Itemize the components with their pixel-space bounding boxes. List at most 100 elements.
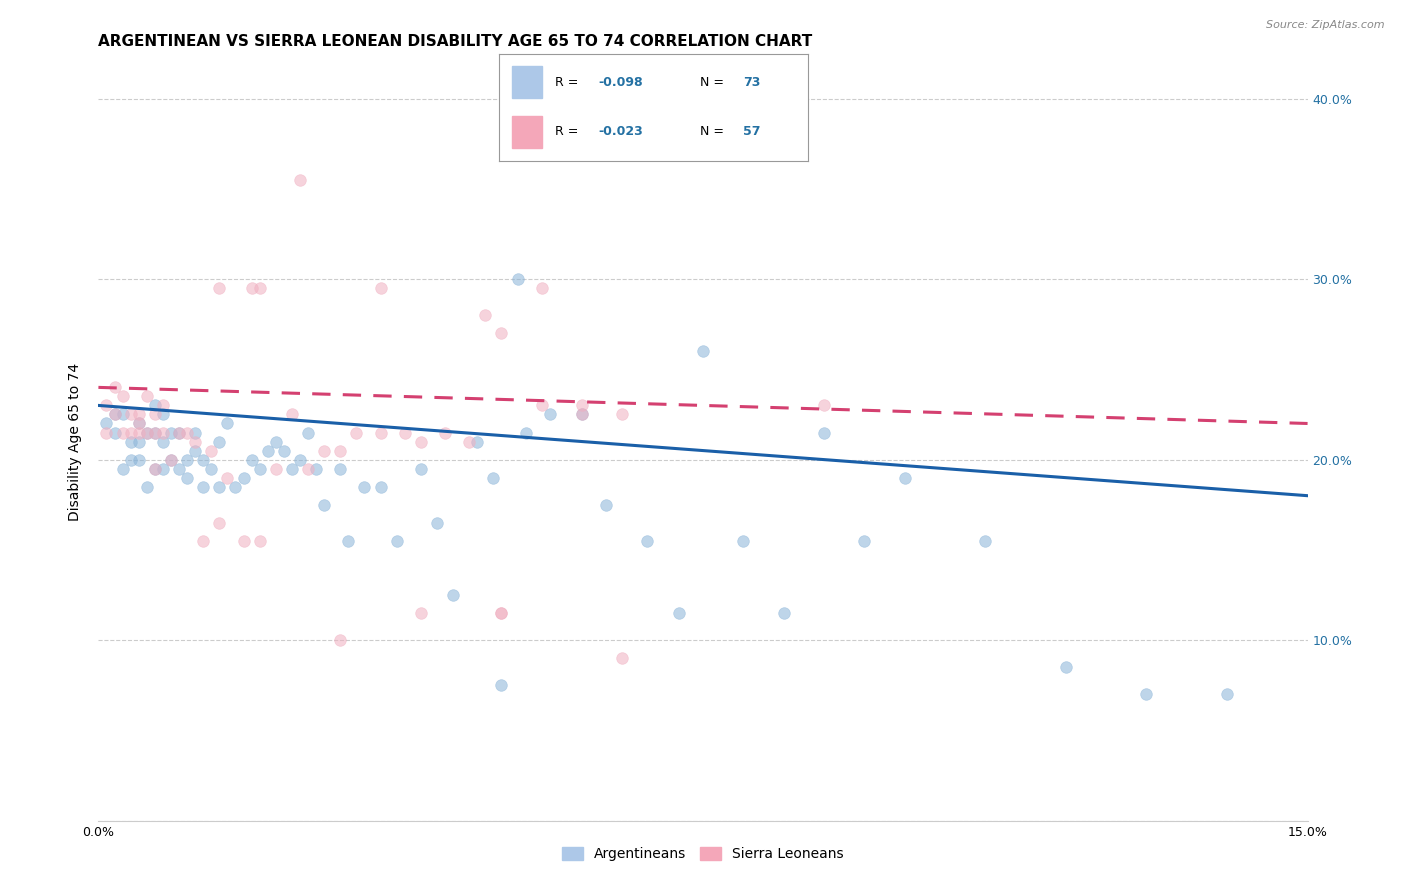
Point bbox=[385, 533, 408, 548]
Text: N =: N = bbox=[700, 125, 728, 138]
Point bbox=[281, 461, 304, 475]
Point bbox=[120, 425, 142, 440]
Legend: Argentineans, Sierra Leoneans: Argentineans, Sierra Leoneans bbox=[557, 842, 849, 867]
Point bbox=[249, 281, 271, 295]
Point bbox=[612, 651, 634, 665]
Point bbox=[120, 434, 142, 449]
Point bbox=[111, 389, 134, 403]
Point bbox=[176, 452, 198, 467]
Point bbox=[314, 498, 336, 512]
Point bbox=[530, 399, 553, 413]
Point bbox=[152, 434, 174, 449]
Point bbox=[143, 399, 166, 413]
Text: N =: N = bbox=[700, 76, 728, 89]
Point bbox=[1216, 687, 1239, 701]
Point bbox=[434, 425, 457, 440]
Point bbox=[394, 425, 416, 440]
Point bbox=[135, 389, 157, 403]
Point bbox=[281, 408, 304, 422]
Point bbox=[813, 425, 835, 440]
Point bbox=[733, 533, 755, 548]
Point bbox=[96, 425, 118, 440]
Point bbox=[167, 425, 190, 440]
Point bbox=[264, 461, 287, 475]
Point bbox=[314, 443, 336, 458]
Point bbox=[193, 533, 215, 548]
Point bbox=[143, 425, 166, 440]
Point bbox=[370, 480, 392, 494]
Point bbox=[692, 344, 714, 359]
Point bbox=[288, 452, 311, 467]
Point bbox=[143, 425, 166, 440]
Point bbox=[491, 326, 513, 341]
Point bbox=[329, 633, 352, 648]
Point bbox=[217, 470, 239, 484]
Text: ARGENTINEAN VS SIERRA LEONEAN DISABILITY AGE 65 TO 74 CORRELATION CHART: ARGENTINEAN VS SIERRA LEONEAN DISABILITY… bbox=[98, 34, 813, 49]
Point bbox=[491, 678, 513, 692]
Point bbox=[893, 470, 915, 484]
Point bbox=[96, 417, 118, 431]
Point bbox=[240, 281, 263, 295]
Point bbox=[240, 452, 263, 467]
Point bbox=[193, 452, 215, 467]
Point bbox=[344, 425, 367, 440]
Point bbox=[305, 461, 328, 475]
Point bbox=[200, 443, 222, 458]
Point bbox=[772, 606, 794, 620]
Point bbox=[103, 425, 125, 440]
Text: 73: 73 bbox=[744, 76, 761, 89]
Point bbox=[167, 425, 190, 440]
Point bbox=[152, 461, 174, 475]
Point bbox=[249, 533, 271, 548]
Point bbox=[297, 425, 319, 440]
Point bbox=[135, 425, 157, 440]
Bar bbox=[512, 66, 543, 98]
Point bbox=[111, 408, 134, 422]
Point bbox=[1135, 687, 1157, 701]
Point bbox=[482, 470, 505, 484]
Point bbox=[232, 533, 254, 548]
Point bbox=[506, 272, 529, 286]
Point bbox=[571, 408, 593, 422]
Point bbox=[329, 443, 352, 458]
Point bbox=[370, 281, 392, 295]
Point bbox=[120, 408, 142, 422]
Bar bbox=[512, 116, 543, 148]
Point bbox=[208, 434, 231, 449]
Point bbox=[176, 470, 198, 484]
Point bbox=[120, 452, 142, 467]
Point bbox=[143, 461, 166, 475]
Point bbox=[337, 533, 360, 548]
Point bbox=[208, 281, 231, 295]
Point bbox=[538, 408, 561, 422]
Point bbox=[128, 408, 150, 422]
Point bbox=[668, 606, 690, 620]
Point bbox=[128, 417, 150, 431]
Point bbox=[160, 452, 183, 467]
Point bbox=[176, 425, 198, 440]
Point bbox=[595, 498, 617, 512]
Point bbox=[128, 425, 150, 440]
Point bbox=[208, 480, 231, 494]
Point bbox=[128, 434, 150, 449]
Point bbox=[217, 417, 239, 431]
Point bbox=[974, 533, 997, 548]
Point bbox=[353, 480, 375, 494]
Point bbox=[167, 461, 190, 475]
Point bbox=[636, 82, 658, 96]
Point bbox=[111, 425, 134, 440]
Point bbox=[571, 399, 593, 413]
Point bbox=[1054, 660, 1077, 674]
Point bbox=[200, 461, 222, 475]
Point bbox=[426, 516, 449, 530]
Point bbox=[128, 417, 150, 431]
Point bbox=[160, 425, 183, 440]
Point bbox=[515, 425, 537, 440]
Point bbox=[152, 425, 174, 440]
Point bbox=[288, 173, 311, 187]
Point bbox=[571, 408, 593, 422]
Point bbox=[813, 399, 835, 413]
Point bbox=[152, 408, 174, 422]
Point bbox=[491, 606, 513, 620]
Point bbox=[184, 443, 207, 458]
